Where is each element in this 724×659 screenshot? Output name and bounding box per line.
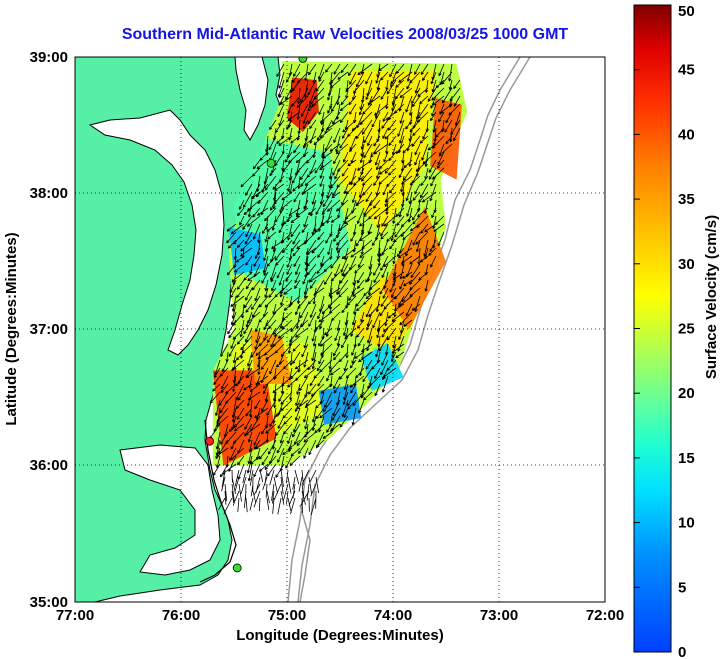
y-tick-label: 39:00 bbox=[30, 49, 68, 66]
green-station-marker bbox=[298, 57, 308, 63]
velocity-vectors bbox=[209, 63, 461, 516]
colorbar-label: Surface Velocity (cm/s) bbox=[703, 215, 720, 379]
colorbar-tick-label: 0 bbox=[678, 644, 686, 659]
colorbar-tick-label: 15 bbox=[678, 450, 695, 467]
x-tick-label: 76:00 bbox=[162, 607, 200, 624]
colorbar-tick-label: 40 bbox=[678, 126, 695, 143]
green-station-marker bbox=[266, 158, 276, 168]
colorbar-tick-label: 50 bbox=[678, 3, 695, 20]
x-tick-label: 77:00 bbox=[56, 607, 94, 624]
colorbar bbox=[633, 4, 672, 653]
colorbar-tick-label: 35 bbox=[678, 191, 695, 208]
y-tick-label: 37:00 bbox=[30, 321, 68, 338]
grid-lines bbox=[75, 57, 605, 602]
colorbar-tick-label: 25 bbox=[678, 321, 695, 338]
colorbar-tick-label: 20 bbox=[678, 385, 695, 402]
velocity-region bbox=[350, 275, 415, 357]
x-axis-title: Longitude (Degrees:Minutes) bbox=[236, 627, 444, 644]
velocity-region bbox=[430, 97, 462, 180]
x-tick-label: 72:00 bbox=[586, 607, 624, 624]
colorbar-tick-label: 10 bbox=[678, 515, 695, 532]
colorbar-tick-label: 30 bbox=[678, 256, 695, 273]
y-tick-labels: 39:00 38:00 37:00 36:00 35:00 bbox=[30, 49, 68, 611]
vector-arrows bbox=[209, 63, 461, 516]
outer-banks bbox=[199, 419, 237, 583]
hf-radar-stations bbox=[205, 57, 308, 573]
colorbar-tick-label: 5 bbox=[678, 579, 686, 596]
x-tick-label: 74:00 bbox=[374, 607, 412, 624]
y-tick-label: 38:00 bbox=[30, 185, 68, 202]
velocity-region bbox=[382, 206, 446, 330]
delaware-bay bbox=[234, 57, 269, 142]
x-tick-label: 73:00 bbox=[480, 607, 518, 624]
velocity-region bbox=[287, 77, 319, 132]
y-tick-label: 35:00 bbox=[30, 594, 68, 611]
plot-frame bbox=[74, 56, 606, 603]
x-tick-labels: 77:00 76:00 75:00 74:00 73:00 72:00 bbox=[56, 607, 624, 624]
y-axis-title: Latitude (Degrees:Minutes) bbox=[3, 232, 20, 425]
green-station-marker bbox=[232, 563, 242, 573]
red-station-marker bbox=[205, 436, 215, 446]
colorbar-tick-label: 45 bbox=[678, 62, 695, 79]
map-title: Southern Mid-Atlantic Raw Velocities 200… bbox=[122, 26, 569, 43]
y-tick-label: 36:00 bbox=[30, 457, 68, 474]
plot-area bbox=[75, 57, 605, 602]
x-tick-label: 75:00 bbox=[268, 607, 306, 624]
bathymetry-contours bbox=[287, 57, 531, 602]
chesapeake-bay bbox=[88, 109, 225, 356]
velocity-region bbox=[212, 370, 277, 466]
velocity-region bbox=[318, 384, 362, 425]
